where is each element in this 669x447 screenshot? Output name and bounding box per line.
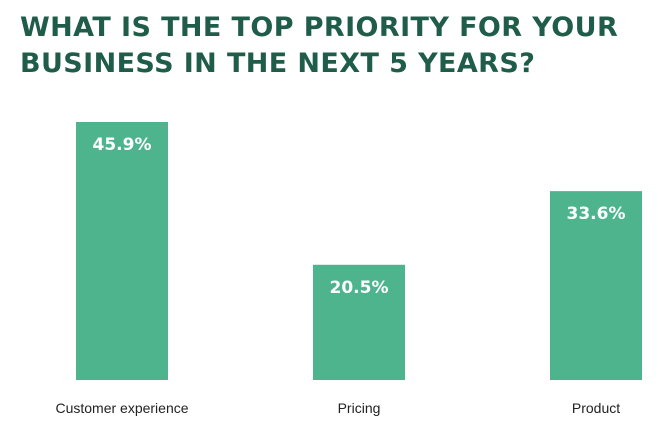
category-label-product: Product (572, 400, 620, 416)
chart-title-line-1: WHAT IS THE TOP PRIORITY FOR YOUR (20, 12, 619, 43)
chart-title: WHAT IS THE TOP PRIORITY FOR YOUR BUSINE… (20, 10, 660, 82)
data-label-customer-experience: 45.9% (93, 135, 152, 155)
bar-customer-experience (76, 122, 168, 380)
bar-product (550, 191, 642, 380)
data-label-pricing: 20.5% (330, 278, 389, 298)
category-label-pricing: Pricing (338, 400, 381, 416)
chart-title-line-2: BUSINESS IN THE NEXT 5 YEARS? (20, 48, 536, 79)
data-label-product: 33.6% (567, 204, 626, 224)
bar-pricing (313, 264, 405, 380)
category-label-customer-experience: Customer experience (55, 400, 188, 416)
